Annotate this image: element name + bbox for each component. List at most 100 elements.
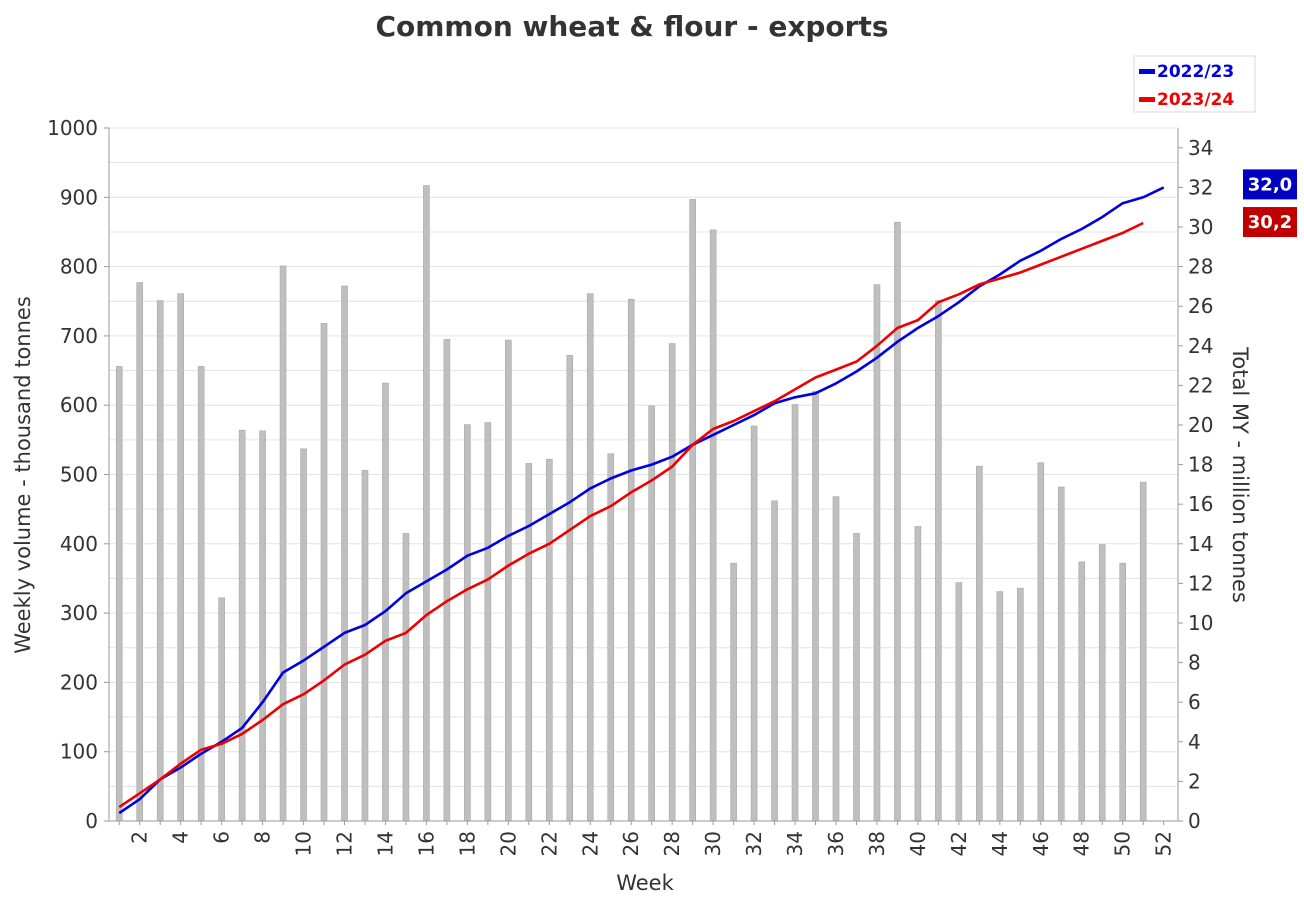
x-tick-label: 48	[1070, 831, 1094, 856]
bar	[1139, 481, 1147, 822]
x-tick-label: 52	[1152, 831, 1176, 856]
y2-tick-label: 30	[1188, 215, 1213, 239]
bar	[955, 582, 963, 822]
bar	[791, 404, 799, 822]
end-labels: 32,0 30,2	[1243, 169, 1297, 238]
y-tick-label: 900	[60, 185, 98, 209]
y2-tick-label: 26	[1188, 294, 1213, 318]
bar	[484, 422, 492, 822]
y2-tick-label: 34	[1188, 136, 1213, 160]
x-axis-label: Week	[616, 871, 674, 895]
bar	[382, 382, 389, 822]
y2-tick-label: 6	[1188, 690, 1201, 714]
y2-tick-label: 24	[1188, 334, 1213, 358]
y2-tick-label: 32	[1188, 175, 1213, 199]
bar	[259, 430, 266, 822]
bar	[156, 300, 164, 822]
x-tick-label: 50	[1111, 831, 1135, 856]
bar	[1119, 562, 1127, 822]
series-line	[118, 186, 1165, 815]
y-tick-label: 600	[60, 393, 98, 417]
x-tick-label: 12	[333, 831, 357, 856]
y2-tick-label: 16	[1188, 492, 1213, 516]
bar	[136, 282, 144, 822]
bar	[853, 533, 860, 822]
x-tick-label: 46	[1029, 831, 1053, 856]
bar	[648, 405, 655, 822]
bar	[586, 293, 594, 822]
bar	[627, 298, 635, 822]
bar	[566, 355, 574, 822]
bar	[996, 591, 1004, 822]
x-tick-label: 34	[783, 831, 807, 856]
bar	[402, 533, 410, 822]
bar	[361, 470, 369, 822]
y-tick-label: 1000	[47, 116, 98, 140]
x-tick-label: 42	[947, 831, 971, 856]
x-tick-label: 30	[701, 831, 725, 856]
bar	[771, 500, 778, 822]
x-tick-label: 4	[169, 831, 193, 844]
y2-tick-label: 28	[1188, 255, 1213, 279]
x-tick-label: 32	[742, 831, 766, 856]
y-axis-label: Weekly volume - thousand tonnes	[11, 296, 35, 654]
x-tick-label: 18	[455, 831, 479, 856]
bar	[873, 284, 881, 822]
y2-tick-label: 14	[1188, 532, 1213, 556]
x-tick-label: 24	[578, 831, 602, 856]
end-label: 32,0	[1248, 174, 1292, 195]
bar	[832, 496, 840, 822]
x-tick-label: 16	[414, 831, 438, 856]
y2-tick-label: 18	[1188, 453, 1213, 477]
legend-entry: 2022/23	[1157, 62, 1234, 82]
end-label: 30,2	[1248, 212, 1292, 233]
x-tick-label: 8	[251, 831, 275, 844]
series-line	[118, 221, 1144, 809]
x-tick-label: 28	[660, 831, 684, 856]
end-label-box	[1243, 207, 1297, 238]
y-axis-ticks: 0 100 200 300 400 500 600 700 800 900 1000	[47, 116, 109, 833]
x-tick-label: 14	[373, 831, 397, 856]
legend-box	[1133, 55, 1256, 113]
x-tick-label: 22	[537, 831, 561, 856]
bar	[709, 229, 717, 822]
bar	[1037, 462, 1045, 822]
bar	[976, 465, 983, 822]
bar	[894, 221, 901, 822]
y2-tick-label: 22	[1188, 373, 1213, 397]
bar	[341, 285, 348, 822]
x-tick-label: 36	[824, 831, 848, 856]
y2-tick-label: 0	[1188, 809, 1201, 833]
bar	[115, 366, 123, 822]
bar	[914, 526, 922, 822]
x-tick-label: 2	[128, 831, 152, 844]
bar	[525, 463, 533, 822]
bar	[300, 448, 307, 822]
bar	[668, 343, 676, 822]
x-tick-label: 44	[988, 831, 1012, 856]
x-axis-ticks: 2 4 6 8 10 12 14 16 18 20 22 24 26 28 30 32 34 36 38 40 42 44…	[118, 821, 1176, 856]
bar	[935, 300, 942, 822]
bar	[1017, 587, 1024, 822]
y2-tick-label: 2	[1188, 769, 1201, 793]
y-tick-label: 400	[60, 532, 98, 556]
x-tick-label: 26	[619, 831, 643, 856]
bar	[812, 391, 819, 822]
bar	[689, 199, 696, 822]
y2-tick-label: 20	[1188, 413, 1213, 437]
bar	[750, 425, 758, 822]
bar	[1098, 544, 1106, 822]
bar	[279, 265, 287, 822]
bar	[730, 562, 737, 822]
y-tick-label: 100	[60, 740, 98, 764]
line-series	[118, 186, 1165, 815]
y-tick-label: 500	[60, 463, 98, 487]
bar	[320, 323, 328, 822]
bar	[443, 339, 451, 822]
x-tick-label: 38	[865, 831, 889, 856]
legend-entry: 2023/24	[1157, 90, 1234, 110]
x-tick-label: 20	[496, 831, 520, 856]
bar	[177, 293, 184, 822]
